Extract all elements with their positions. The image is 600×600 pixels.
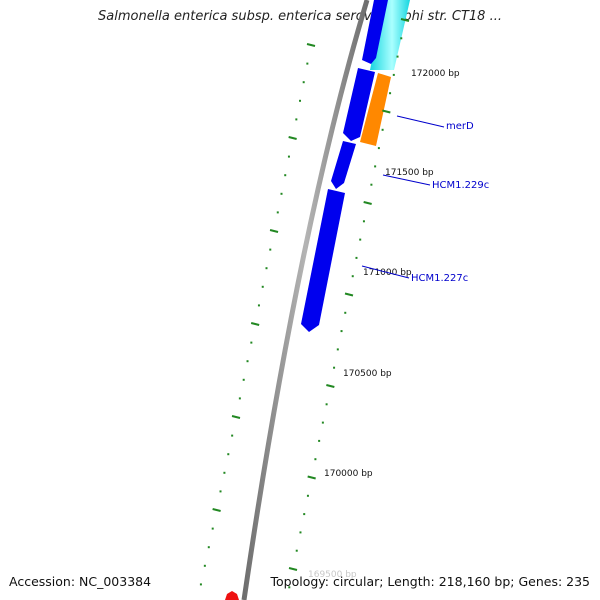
summary-text: Topology: circular; Length: 218,160 bp; …	[270, 574, 591, 589]
gene-orange-merD[interactable]	[360, 73, 391, 146]
gene-blue-1[interactable]	[343, 68, 375, 141]
gene-labels: merD HCM1.229c HCM1.227c	[411, 121, 489, 284]
tick-inner-major	[306, 43, 316, 47]
tick-inner-major	[231, 415, 241, 419]
gene-label-HCM1-229c[interactable]: HCM1.229c	[432, 180, 489, 191]
tick-marks	[199, 18, 410, 589]
tick-outer-major	[382, 109, 391, 114]
tick-label-170500: 170500 bp	[343, 369, 392, 379]
gene-blue-2[interactable]	[331, 141, 356, 189]
accession-text: Accession: NC_003384	[9, 574, 152, 589]
tick-inner-major	[250, 322, 260, 326]
tick-outer-major	[326, 384, 335, 388]
tick-label-171500: 171500 bp	[385, 168, 434, 178]
tick-inner-major	[288, 136, 297, 140]
backbone-arc	[241, 0, 370, 600]
tick-outer-major	[363, 201, 372, 205]
tick-label-170000: 170000 bp	[324, 469, 373, 479]
tick-outer-major	[288, 567, 298, 571]
gene-cyan[interactable]	[370, 0, 410, 70]
tick-label-169500: 169500 bp	[308, 570, 357, 580]
tick-outer-major	[400, 18, 410, 22]
tick-labels: 172000 bp 171500 bp 171000 bp 170500 bp …	[308, 69, 460, 580]
tick-label-172000: 172000 bp	[411, 69, 460, 79]
tick-outer-major	[307, 475, 316, 480]
gene-blue-3[interactable]	[301, 189, 345, 332]
tick-outer-major	[344, 292, 354, 297]
tick-inner-major	[212, 508, 221, 512]
genes-layer	[301, 0, 410, 332]
tick-inner-major	[269, 229, 279, 233]
gene-label-HCM1-227c[interactable]: HCM1.227c	[411, 273, 468, 284]
gene-blue-top[interactable]	[362, 0, 388, 64]
gene-label-merD[interactable]: merD	[446, 121, 474, 132]
gene-label-leaders	[361, 115, 445, 279]
red-feature-marker[interactable]	[225, 591, 239, 600]
